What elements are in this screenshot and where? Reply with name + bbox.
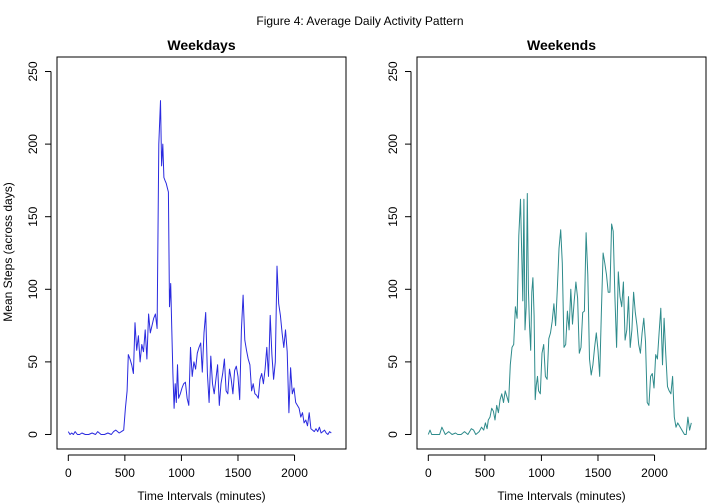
weekends-plot-frame (416, 56, 707, 450)
weekdays-plot-frame (56, 56, 347, 450)
weekdays-x-tick-label: 0 (65, 466, 72, 480)
weekdays-series-line (67, 100, 332, 435)
weekdays-y-tick-label: 150 (26, 206, 40, 226)
weekdays-x-axis-label: Time Intervals (minutes) (137, 489, 265, 503)
weekends-x-tick-label: 2000 (641, 466, 668, 480)
weekends-y-tick-label: 200 (386, 134, 400, 154)
weekends-y-tick-label: 150 (386, 206, 400, 226)
weekends-y-tick-label: 0 (386, 431, 400, 438)
weekdays-y-tick-label: 0 (26, 431, 40, 438)
weekdays-x-tick-label: 2000 (281, 466, 308, 480)
weekends-title: Weekends (527, 37, 596, 53)
weekdays-y-tick-label: 100 (26, 279, 40, 299)
figure-title: Figure 4: Average Daily Activity Pattern (256, 14, 463, 28)
weekends-y-tick-label: 250 (386, 61, 400, 81)
weekdays-y-tick-label: 200 (26, 134, 40, 154)
weekends-x-tick-label: 500 (475, 466, 495, 480)
y-axis-label: Mean Steps (across days) (1, 182, 15, 321)
weekdays-x-tick-label: 500 (115, 466, 135, 480)
weekends-x-tick-label: 1000 (528, 466, 555, 480)
weekdays-title: Weekdays (167, 37, 235, 53)
weekdays-x-tick-label: 1500 (225, 466, 252, 480)
weekends-x-tick-label: 0 (425, 466, 432, 480)
weekends-y-tick-label: 50 (386, 355, 400, 369)
weekends-series-line (427, 193, 692, 435)
weekdays-x-tick-label: 1000 (168, 466, 195, 480)
weekends-x-axis-label: Time Intervals (minutes) (497, 489, 625, 503)
weekdays-y-tick-label: 250 (26, 61, 40, 81)
weekdays-y-tick-label: 50 (26, 355, 40, 369)
weekends-x-tick-label: 1500 (585, 466, 612, 480)
weekends-y-tick-label: 100 (386, 279, 400, 299)
